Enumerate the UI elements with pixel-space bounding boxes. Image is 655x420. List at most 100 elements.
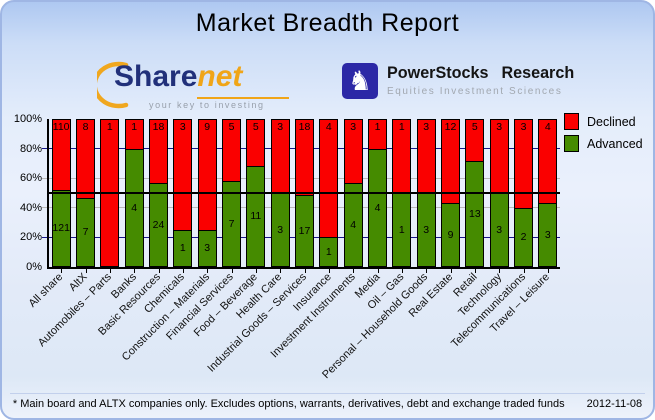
x-axis-tick <box>304 269 306 273</box>
bar-declined-count: 3 <box>423 121 430 133</box>
bar-declined-count: 1 <box>374 121 381 133</box>
y-axis-label: 40% <box>19 201 42 214</box>
bar-advanced-count: 3 <box>277 224 284 236</box>
bar-declined-count: 3 <box>520 121 527 133</box>
bar-declined-count: 1 <box>398 121 405 133</box>
bar-advanced-segment: 3 <box>417 193 435 266</box>
bar-advanced-count: 24 <box>152 218 165 231</box>
page-title: Market Breadth Report <box>195 9 460 37</box>
sharenet-wordmark: Sharenet <box>114 60 242 94</box>
bar-advanced-segment: 24 <box>150 182 167 266</box>
x-axis-tick <box>280 269 282 273</box>
powerstocks-subtitle: Equities Investment Sciences <box>387 86 563 97</box>
y-axis-label: 60% <box>19 172 42 185</box>
x-axis-tick <box>134 269 136 273</box>
bar-declined-count: 5 <box>228 121 235 133</box>
bar-declined-count: 1 <box>131 121 138 133</box>
x-axis-tick <box>109 269 111 273</box>
x-axis-tick <box>207 269 209 273</box>
x-axis-tick <box>328 269 330 273</box>
sharenet-word-net: net <box>197 60 243 93</box>
x-axis-label: All share <box>26 271 66 310</box>
x-axis-tick <box>255 269 257 273</box>
x-axis-tick <box>523 269 525 273</box>
bar-advanced-segment: 11 <box>247 165 265 266</box>
bar-advanced-count: 13 <box>468 207 481 220</box>
x-axis-tick <box>474 269 476 273</box>
sharenet-logo: Sharenet your key to investing <box>97 60 307 110</box>
bar-declined-count: 1 <box>106 121 113 133</box>
bar-advanced-segment: 4 <box>344 182 362 266</box>
bar-advanced-count: 4 <box>374 202 381 215</box>
y-axis-tick <box>42 148 47 150</box>
y-axis-label: 80% <box>19 142 42 155</box>
legend-label: Declined <box>587 114 636 129</box>
y-axis-label: 20% <box>19 231 42 244</box>
bar-declined-count: 110 <box>52 121 70 133</box>
bar-declined-count: 8 <box>82 121 89 133</box>
bar-advanced-count: 4 <box>350 218 357 231</box>
bar-advanced-count: 7 <box>82 226 89 239</box>
bar-advanced-segment: 4 <box>125 149 143 266</box>
bar-advanced-segment: 7 <box>223 180 240 266</box>
bar-advanced-count: 7 <box>228 217 235 230</box>
legend-swatch <box>564 135 579 152</box>
x-axis-tick <box>158 269 160 273</box>
powerstocks-logo: ♞ PowerStocks Research Equities Investme… <box>342 63 584 99</box>
bar-declined-count: 5 <box>471 121 478 133</box>
y-axis-tick <box>42 236 47 238</box>
sharenet-word-share: Share <box>114 60 198 93</box>
bar-declined-count: 5 <box>252 121 259 133</box>
bar-advanced-segment: 3 <box>539 203 557 266</box>
bar-advanced-count: 11 <box>250 210 262 223</box>
bar-advanced-segment: 13 <box>466 160 484 266</box>
bar-declined-count: 4 <box>325 121 332 133</box>
bar-advanced-segment: 17 <box>296 195 313 266</box>
bar-advanced-count: 1 <box>325 245 332 258</box>
knight-icon: ♞ <box>342 63 378 99</box>
bar-declined-count: 12 <box>444 121 457 133</box>
bar-advanced-segment: 121 <box>52 189 70 266</box>
bar-declined-count: 9 <box>204 121 211 133</box>
bar-declined-count: 3 <box>277 121 284 133</box>
sharenet-underline <box>197 97 289 99</box>
bar-advanced-segment: 2 <box>515 207 532 266</box>
x-axis-tick <box>450 269 452 273</box>
sharenet-tagline: your key to investing <box>149 100 265 110</box>
bar-advanced-segment: 3 <box>490 193 508 266</box>
x-axis-tick <box>426 269 428 273</box>
footer-note: * Main board and ALTX companies only. Ex… <box>12 398 565 410</box>
y-axis-tick <box>42 207 47 209</box>
bar-advanced-segment: 3 <box>271 193 289 266</box>
bar-advanced-segment: 1 <box>320 236 338 266</box>
x-axis-tick <box>499 269 501 273</box>
x-axis-tick <box>231 269 233 273</box>
legend-item: Declined <box>564 113 643 130</box>
y-axis-label: 100% <box>13 113 42 125</box>
x-axis-tick <box>547 269 549 273</box>
footer: * Main board and ALTX companies only. Ex… <box>2 398 653 410</box>
y-axis-label: 0% <box>26 261 42 273</box>
bar-advanced-count: 3 <box>423 224 430 236</box>
bar-advanced-segment: 3 <box>198 229 216 266</box>
bar-declined-count: 3 <box>496 121 503 133</box>
chart-legend: Declined Advanced <box>564 113 643 157</box>
legend-item: Advanced <box>564 135 643 152</box>
y-axis-tick <box>42 177 47 179</box>
bar-advanced-count: 1 <box>179 242 186 255</box>
bar-advanced-count: 2 <box>520 231 527 244</box>
x-axis-tick <box>182 269 184 273</box>
bar-advanced-segment: 1 <box>174 229 192 266</box>
bar-advanced-segment: 1 <box>393 193 411 266</box>
powerstocks-name: PowerStocks Research <box>387 63 575 82</box>
bar-advanced-count: 9 <box>447 229 454 242</box>
bar-declined-count: 18 <box>152 121 165 133</box>
bar-advanced-count: 3 <box>204 242 211 255</box>
bar-advanced-segment: 9 <box>442 203 459 266</box>
sharenet-arc-icon <box>97 61 129 109</box>
bar-advanced-count: 1 <box>398 224 405 236</box>
legend-label: Advanced <box>587 136 643 151</box>
bar-advanced-count: 3 <box>544 229 551 242</box>
bar-declined-count: 3 <box>179 121 186 133</box>
